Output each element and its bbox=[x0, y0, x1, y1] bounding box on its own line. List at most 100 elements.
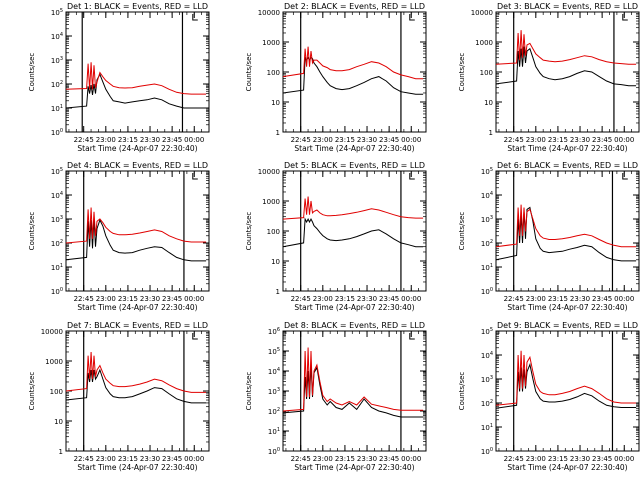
y-tick-label: 10000 bbox=[471, 9, 493, 17]
y-tick-exponent: 4 bbox=[277, 367, 280, 373]
x-axis-label: Start Time (24-Apr-07 22:30:40) bbox=[294, 463, 414, 472]
y-tick-label: 101 bbox=[481, 263, 493, 272]
y-tick-label: 10 bbox=[271, 99, 280, 107]
x-tick-label: 00:00 bbox=[614, 295, 634, 303]
y-tick-exponent: 1 bbox=[490, 423, 493, 429]
y-tick-label: 100 bbox=[267, 228, 280, 236]
chart-title: Det 2: BLACK = Events, RED = LLD bbox=[284, 2, 425, 11]
y-tick-label: 105 bbox=[481, 167, 493, 176]
x-tick-label: 00:00 bbox=[614, 455, 634, 463]
x-tick-label: 23:00 bbox=[96, 136, 116, 144]
y-tick-label: 105 bbox=[268, 347, 280, 356]
x-tick-label: 22:45 bbox=[291, 295, 311, 303]
y-tick-exponent: 2 bbox=[490, 399, 493, 405]
y-tick-exponent: 4 bbox=[490, 351, 493, 357]
y-tick-exponent: 0 bbox=[60, 128, 63, 134]
x-tick-label: 22:45 bbox=[504, 455, 524, 463]
y-tick-label: 1000 bbox=[45, 358, 63, 366]
chart-title: Det 7: BLACK = Events, RED = LLD bbox=[67, 321, 208, 330]
x-tick-label: 23:45 bbox=[379, 136, 399, 144]
y-tick-exponent: 1 bbox=[277, 427, 280, 433]
x-tick-label: 23:30 bbox=[570, 136, 590, 144]
y-axis-label: Counts/sec bbox=[458, 212, 466, 251]
event-marker bbox=[192, 333, 198, 340]
x-tick-label: 00:00 bbox=[401, 295, 421, 303]
x-tick-label: 00:00 bbox=[614, 136, 634, 144]
x-tick-label: 23:45 bbox=[162, 295, 182, 303]
x-tick-label: 23:45 bbox=[162, 136, 182, 144]
event-marker bbox=[622, 173, 628, 180]
x-tick-label: 00:00 bbox=[401, 455, 421, 463]
event-marker bbox=[192, 14, 198, 21]
plot-frame bbox=[65, 11, 210, 133]
plot-frame bbox=[495, 330, 640, 452]
series-line-events bbox=[495, 46, 637, 87]
plot-frame bbox=[495, 170, 640, 292]
y-tick-exponent: 3 bbox=[60, 215, 63, 221]
y-tick-label: 101 bbox=[268, 427, 280, 436]
series-line-events bbox=[282, 217, 424, 248]
x-tick-label: 23:15 bbox=[335, 136, 355, 144]
y-axis-label: Counts/sec bbox=[245, 53, 253, 92]
x-tick-label: 23:30 bbox=[140, 455, 160, 463]
y-tick-label: 10000 bbox=[41, 328, 63, 336]
x-tick-label: 23:30 bbox=[357, 295, 377, 303]
y-tick-label: 10000 bbox=[258, 168, 280, 176]
x-tick-label: 23:00 bbox=[313, 136, 333, 144]
y-tick-exponent: 2 bbox=[277, 407, 280, 413]
x-axis-label: Start Time (24-Apr-07 22:30:40) bbox=[77, 303, 197, 312]
x-tick-label: 23:30 bbox=[570, 295, 590, 303]
series-line-events bbox=[65, 218, 207, 262]
chart-title: Det 3: BLACK = Events, RED = LLD bbox=[497, 2, 638, 11]
y-tick-label: 10 bbox=[484, 99, 493, 107]
y-tick-label: 103 bbox=[481, 215, 493, 224]
y-tick-label: 101 bbox=[481, 423, 493, 432]
chart-panel-det-2: 1 10 100 1000 10000 22:45 23:00 23:15 23:30 23:45… bbox=[245, 2, 427, 153]
y-tick-exponent: 3 bbox=[277, 387, 280, 393]
x-tick-label: 23:15 bbox=[335, 455, 355, 463]
series-line-lld bbox=[495, 350, 637, 406]
y-tick-exponent: 4 bbox=[60, 32, 63, 38]
x-tick-label: 23:30 bbox=[357, 455, 377, 463]
y-tick-label: 104 bbox=[51, 32, 63, 41]
plot-frame bbox=[65, 170, 210, 292]
series-line-lld bbox=[65, 62, 207, 95]
y-tick-label: 100 bbox=[481, 287, 493, 296]
chart-panel-det-7: 1 10 100 1000 10000 22:45 23:00 23:15 23:30 23:45… bbox=[28, 321, 210, 472]
y-tick-label: 1 bbox=[59, 448, 63, 456]
y-tick-exponent: 5 bbox=[60, 167, 63, 173]
series-line-lld bbox=[282, 196, 424, 220]
y-tick-exponent: 0 bbox=[490, 287, 493, 293]
y-tick-label: 1000 bbox=[262, 198, 280, 206]
x-tick-label: 23:00 bbox=[96, 455, 116, 463]
x-tick-label: 00:00 bbox=[184, 136, 204, 144]
x-tick-label: 23:30 bbox=[570, 455, 590, 463]
series-line-lld bbox=[282, 46, 424, 80]
y-tick-label: 100 bbox=[268, 447, 280, 456]
y-tick-label: 103 bbox=[268, 387, 280, 396]
event-marker bbox=[622, 333, 628, 340]
y-tick-exponent: 2 bbox=[490, 239, 493, 245]
y-tick-label: 1 bbox=[276, 129, 280, 137]
event-marker bbox=[192, 173, 198, 180]
x-tick-label: 23:00 bbox=[313, 455, 333, 463]
y-tick-label: 101 bbox=[51, 104, 63, 113]
y-tick-exponent: 2 bbox=[60, 239, 63, 245]
x-tick-label: 22:45 bbox=[74, 455, 94, 463]
y-tick-label: 103 bbox=[481, 375, 493, 384]
y-tick-label: 105 bbox=[51, 8, 63, 17]
y-tick-label: 100 bbox=[481, 447, 493, 456]
x-tick-label: 23:00 bbox=[526, 136, 546, 144]
x-tick-label: 22:45 bbox=[74, 136, 94, 144]
x-tick-label: 23:45 bbox=[592, 136, 612, 144]
y-tick-label: 102 bbox=[51, 239, 63, 248]
x-tick-label: 22:45 bbox=[291, 455, 311, 463]
y-tick-exponent: 4 bbox=[490, 191, 493, 197]
y-tick-exponent: 3 bbox=[490, 375, 493, 381]
y-tick-exponent: 3 bbox=[490, 215, 493, 221]
chart-title: Det 8: BLACK = Events, RED = LLD bbox=[284, 321, 425, 330]
